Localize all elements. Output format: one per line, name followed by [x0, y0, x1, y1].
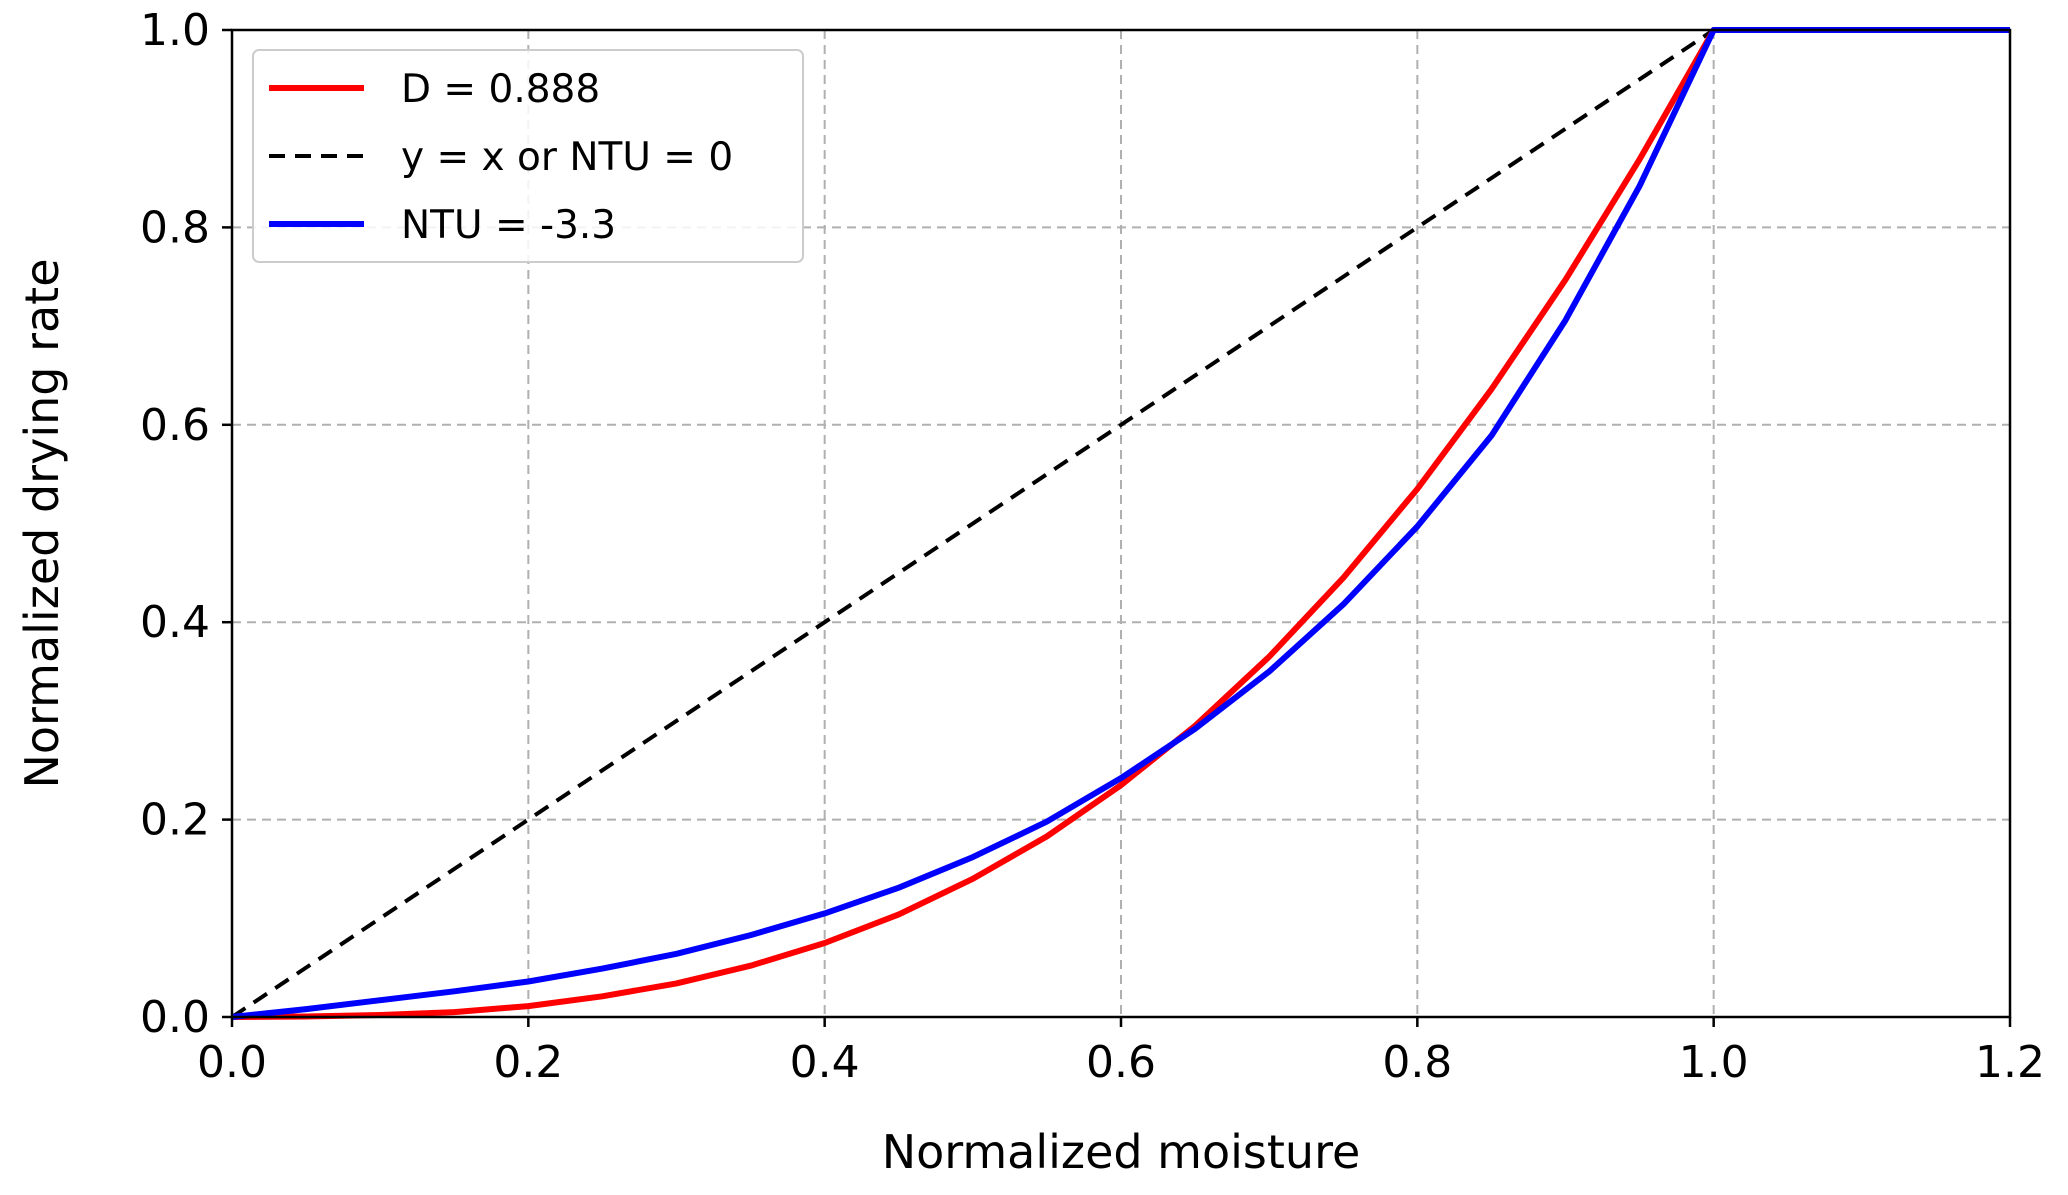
y-axis-label: Normalized drying rate: [15, 258, 69, 788]
legend-label: D = 0.888: [401, 67, 600, 112]
axis-ticks: 0.0 0.2 0.4 0.6 0.8 1.0 1.2 0.0 0.2 0.4 0.6 0.8 1.0: [140, 5, 2045, 1088]
legend-label: y = x or NTU = 0: [401, 135, 733, 180]
x-axis-label: Normalized moisture: [882, 1125, 1361, 1179]
legend: D = 0.888 y = x or NTU = 0 NTU = -3.3: [252, 49, 804, 263]
y-tick-label: 0.6: [140, 400, 210, 451]
x-tick-label: 0.6: [1086, 1037, 1156, 1088]
y-tick-label: 0.4: [140, 597, 210, 648]
x-tick-label: 1.2: [1975, 1037, 2045, 1088]
y-tick-label: 0.2: [140, 795, 210, 846]
x-tick-label: 1.0: [1679, 1037, 1749, 1088]
x-tick-label: 0.2: [493, 1037, 563, 1088]
y-tick-label: 1.0: [140, 5, 210, 56]
x-tick-label: 0.0: [197, 1037, 267, 1088]
x-tick-label: 0.4: [790, 1037, 860, 1088]
y-tick-label: 0.8: [140, 202, 210, 253]
x-tick-label: 0.8: [1382, 1037, 1452, 1088]
series-line-2: [231, 27, 2010, 1020]
legend-label: NTU = -3.3: [401, 203, 616, 248]
series-line-0: [231, 27, 2010, 1020]
y-tick-label: 0.0: [140, 992, 210, 1043]
legend-box: [252, 49, 804, 263]
